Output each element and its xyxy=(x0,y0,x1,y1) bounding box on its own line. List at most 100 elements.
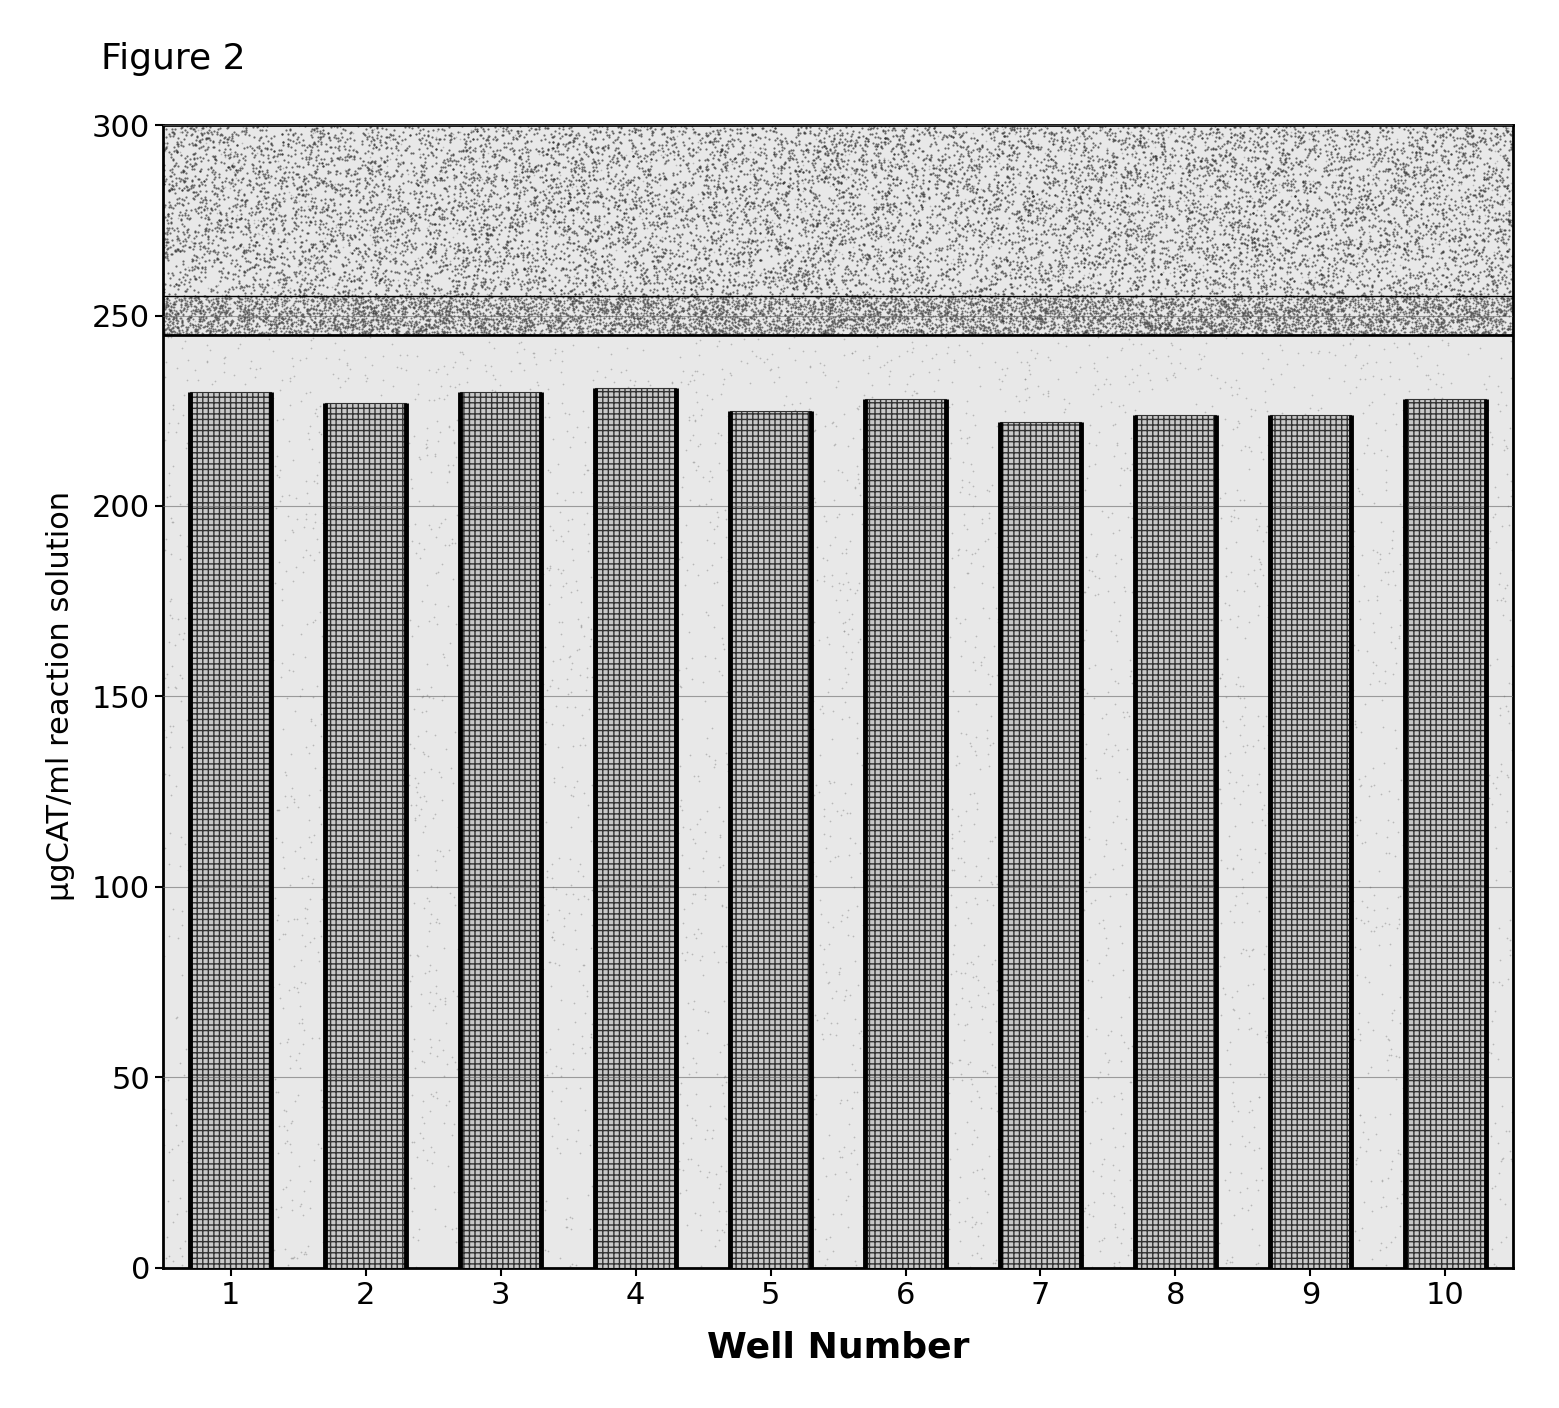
Point xyxy=(263,262,288,284)
Point xyxy=(457,289,482,311)
Point xyxy=(857,819,882,842)
Point xyxy=(1330,239,1355,262)
Point xyxy=(895,298,920,321)
Point xyxy=(212,230,237,252)
Point xyxy=(641,255,666,277)
Point xyxy=(1244,1252,1269,1274)
Point xyxy=(661,191,686,214)
Point xyxy=(616,317,641,339)
Point xyxy=(619,169,644,191)
Point xyxy=(1274,298,1299,321)
Point xyxy=(1487,125,1512,148)
Point xyxy=(538,176,563,199)
Point xyxy=(641,237,666,259)
Point xyxy=(982,196,1007,218)
Point xyxy=(631,217,656,239)
Point xyxy=(1129,294,1154,317)
Point xyxy=(1155,293,1180,315)
Point xyxy=(1009,301,1034,324)
Point xyxy=(815,244,840,266)
Point xyxy=(1073,139,1098,162)
Point xyxy=(820,296,845,318)
Point xyxy=(566,290,591,313)
Point xyxy=(996,1048,1021,1070)
Point xyxy=(387,322,412,345)
Point xyxy=(842,321,867,344)
Point xyxy=(1219,297,1244,320)
Point xyxy=(510,220,535,242)
Point xyxy=(474,307,499,329)
Point xyxy=(697,196,722,218)
Point xyxy=(1055,211,1080,234)
Point xyxy=(993,317,1018,339)
Point xyxy=(1260,234,1285,256)
Point xyxy=(1247,290,1272,313)
Point xyxy=(1389,287,1414,310)
Point xyxy=(1235,289,1260,311)
Point xyxy=(1246,131,1271,153)
Point xyxy=(560,652,585,674)
Point xyxy=(809,303,834,325)
Point xyxy=(728,307,753,329)
Point xyxy=(818,148,843,170)
Point xyxy=(1080,149,1105,172)
Point xyxy=(1373,124,1398,146)
Point xyxy=(524,277,549,300)
Point xyxy=(402,1028,427,1050)
Point xyxy=(1271,124,1296,146)
Point xyxy=(557,244,582,266)
Point xyxy=(490,124,514,146)
Point xyxy=(1037,976,1062,998)
Point xyxy=(639,767,664,790)
Point xyxy=(351,151,376,173)
Point xyxy=(583,693,608,715)
Point xyxy=(435,290,460,313)
Point xyxy=(1450,313,1475,335)
Point xyxy=(1291,1104,1316,1126)
Point xyxy=(514,244,539,266)
Point xyxy=(620,134,645,156)
Point xyxy=(422,1197,447,1219)
Point xyxy=(826,315,851,338)
Point xyxy=(1363,131,1388,153)
Point xyxy=(1143,686,1168,708)
Point xyxy=(1228,1162,1253,1184)
Point xyxy=(212,294,237,317)
Point xyxy=(538,460,563,483)
Point xyxy=(1013,286,1038,308)
Point xyxy=(377,122,402,145)
Point xyxy=(753,304,778,327)
Point xyxy=(475,128,500,151)
Point xyxy=(1430,311,1455,334)
Point xyxy=(1063,220,1088,242)
Point xyxy=(829,155,854,177)
Point xyxy=(1475,934,1500,956)
Point xyxy=(741,634,765,656)
Point xyxy=(560,297,585,320)
Point xyxy=(597,943,622,966)
Point xyxy=(842,320,867,342)
Point xyxy=(1370,284,1395,307)
Point xyxy=(198,1095,223,1118)
Point xyxy=(962,252,987,275)
Point xyxy=(1110,294,1135,317)
Point xyxy=(1055,306,1080,328)
Point xyxy=(516,241,541,263)
Point xyxy=(761,222,786,245)
Point xyxy=(1397,286,1422,308)
Point xyxy=(1090,118,1115,141)
Point xyxy=(892,121,917,144)
Point xyxy=(610,146,635,169)
Point xyxy=(1135,362,1160,384)
Point xyxy=(1299,341,1324,363)
Point xyxy=(942,238,967,260)
Point xyxy=(804,277,829,300)
Point xyxy=(918,296,943,318)
Point xyxy=(1302,225,1327,248)
Point xyxy=(1308,263,1333,286)
Point xyxy=(1456,839,1481,862)
Point xyxy=(1032,277,1057,300)
Point xyxy=(797,398,822,421)
Point xyxy=(1244,314,1269,337)
Point xyxy=(781,1139,806,1162)
